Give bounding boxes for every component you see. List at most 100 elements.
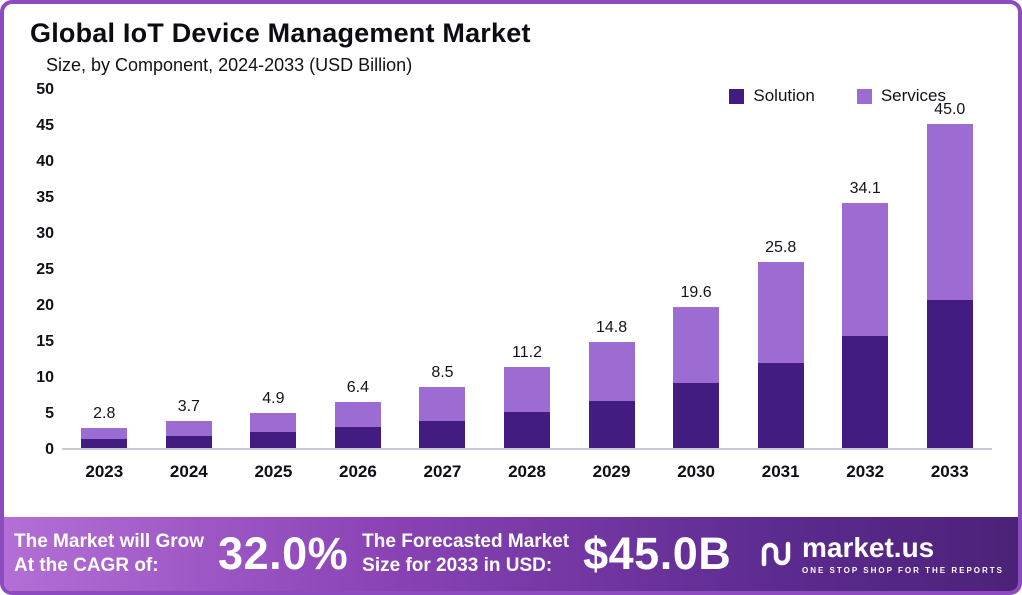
bar-group: 14.8 <box>569 318 654 448</box>
x-axis-label: 2027 <box>423 462 462 481</box>
y-tick-label: 50 <box>36 81 54 98</box>
bar-group: 2.8 <box>62 405 147 448</box>
bar-segment-solution <box>588 400 635 448</box>
bar-segment-services <box>334 401 381 428</box>
bar-group: 3.7 <box>147 398 232 448</box>
legend-swatch-solution-icon <box>729 88 745 104</box>
bar-segment-services <box>588 341 635 401</box>
bar-segment-solution <box>419 420 466 448</box>
bar-segment-solution <box>250 432 297 448</box>
legend-label-services: Services <box>880 86 946 105</box>
y-tick-label: 45 <box>36 117 54 134</box>
bar-group: 8.5 <box>400 364 485 448</box>
bar-segment-services <box>504 367 550 412</box>
y-tick-label: 20 <box>36 297 54 314</box>
bar-stack <box>842 202 889 448</box>
page-title: Global IoT Device Management Market <box>30 18 531 48</box>
x-axis-label: 2032 <box>846 462 885 481</box>
stacked-bar-chart: 0 5 10 15 20 25 30 35 40 45 50 2.8 3.7 4.9 6.4 8.5 11.2… <box>18 81 992 482</box>
y-tick-label: 30 <box>36 225 54 242</box>
bar-stack <box>673 306 720 448</box>
bar-segment-services <box>419 386 466 421</box>
x-axis-label: 2023 <box>85 462 124 481</box>
bar-value-label: 8.5 <box>431 363 454 381</box>
bar-segment-solution <box>757 363 804 448</box>
cagr-label-line1: The Market will Grow <box>14 531 205 553</box>
bar-stack <box>926 124 973 448</box>
y-axis: 0 5 10 15 20 25 30 35 40 45 50 <box>18 81 62 458</box>
legend-item-solution: Solution <box>729 86 815 106</box>
bar-group: 19.6 <box>654 284 739 448</box>
market-us-logo-icon <box>761 541 791 567</box>
legend-label-solution: Solution <box>753 86 815 105</box>
bar-segment-services <box>926 124 973 301</box>
bar-segment-solution <box>165 435 212 448</box>
y-tick-label: 10 <box>36 369 54 386</box>
bar-segment-services <box>673 306 720 384</box>
bar-stack <box>419 386 466 448</box>
bar-segment-services <box>757 262 804 363</box>
forecast-label: The Forecasted Market Size for 2033 in U… <box>362 530 569 578</box>
cagr-label-line2: At the CAGR of: <box>14 555 159 576</box>
bar-group: 45.0 <box>907 101 992 448</box>
bar-segment-services <box>165 421 212 436</box>
footer-banner: The Market will Grow At the CAGR of: 32.… <box>4 517 1018 591</box>
bar-value-label: 6.4 <box>346 378 370 396</box>
plot: 2.8 3.7 4.9 6.4 8.5 11.2 14.8 19.6 25.8 34.1 45.0 … <box>62 90 992 482</box>
bar-segment-solution <box>673 383 720 448</box>
x-axis-label: 2026 <box>339 462 377 481</box>
y-tick-label: 40 <box>36 153 54 170</box>
y-tick-label: 25 <box>36 261 54 278</box>
bar-stack <box>250 412 297 448</box>
cagr-label: The Market will Grow At the CAGR of: <box>14 530 204 578</box>
bar-segment-services <box>842 202 889 337</box>
x-axis-label: 2031 <box>761 462 800 481</box>
brand-tagline: ONE STOP SHOP FOR THE REPORTS <box>801 565 1004 575</box>
x-axis-label: 2024 <box>169 462 208 481</box>
bar-stack <box>81 427 128 448</box>
y-tick-label: 5 <box>45 405 54 422</box>
bar-group: 11.2 <box>485 344 570 448</box>
y-tick-label: 15 <box>36 333 54 350</box>
forecast-value: $45.0B <box>583 528 732 579</box>
page-subtitle: Size, by Component, 2024-2033 (USD Billi… <box>46 55 413 75</box>
bar-value-label: 19.6 <box>680 283 712 301</box>
cagr-value: 32.0% <box>218 528 349 579</box>
bar-segment-solution <box>504 412 550 448</box>
bar-segment-services <box>81 427 128 439</box>
bar-group: 25.8 <box>738 239 823 448</box>
bar-value-label: 45.0 <box>934 101 966 119</box>
bar-value-label: 14.8 <box>595 318 628 336</box>
bar-value-label: 2.8 <box>93 404 116 422</box>
chart-header: Global IoT Device Management Market Size… <box>4 4 1018 76</box>
bar-segment-solution <box>81 438 128 448</box>
bar-value-label: 4.9 <box>262 389 285 407</box>
bars-row: 2.8 3.7 4.9 6.4 8.5 11.2 14.8 19.6 25.8 34.1 45.0 <box>62 90 992 450</box>
bar-segment-solution <box>926 300 973 448</box>
bar-stack <box>504 367 550 448</box>
legend-item-services: Services <box>856 86 946 106</box>
bar-group: 6.4 <box>316 379 401 448</box>
chart-legend: Solution Services <box>729 86 946 106</box>
bar-value-label: 34.1 <box>849 179 881 197</box>
bar-segment-solution <box>842 336 889 448</box>
y-tick-label: 0 <box>45 441 54 458</box>
bar-segment-services <box>250 412 297 433</box>
bar-value-label: 25.8 <box>765 239 797 257</box>
x-axis-label: 2033 <box>930 462 969 481</box>
y-tick-label: 35 <box>36 189 54 206</box>
brand-text: market.us ONE STOP SHOP FOR THE REPORTS <box>801 531 1004 575</box>
bar-stack <box>757 262 804 448</box>
brand-wordmark: market.us <box>801 531 935 563</box>
bar-stack <box>588 341 635 448</box>
bar-value-label: 11.2 <box>512 344 542 362</box>
brand-block: market.us ONE STOP SHOP FOR THE REPORTS <box>758 531 1004 575</box>
bar-group: 4.9 <box>231 390 316 448</box>
bar-stack <box>334 401 381 448</box>
legend-swatch-services-icon <box>856 88 872 104</box>
x-axis-label: 2029 <box>592 462 631 481</box>
x-axis-label: 2025 <box>254 462 293 481</box>
x-axis-label: 2030 <box>677 462 716 481</box>
bar-group: 34.1 <box>823 180 908 448</box>
